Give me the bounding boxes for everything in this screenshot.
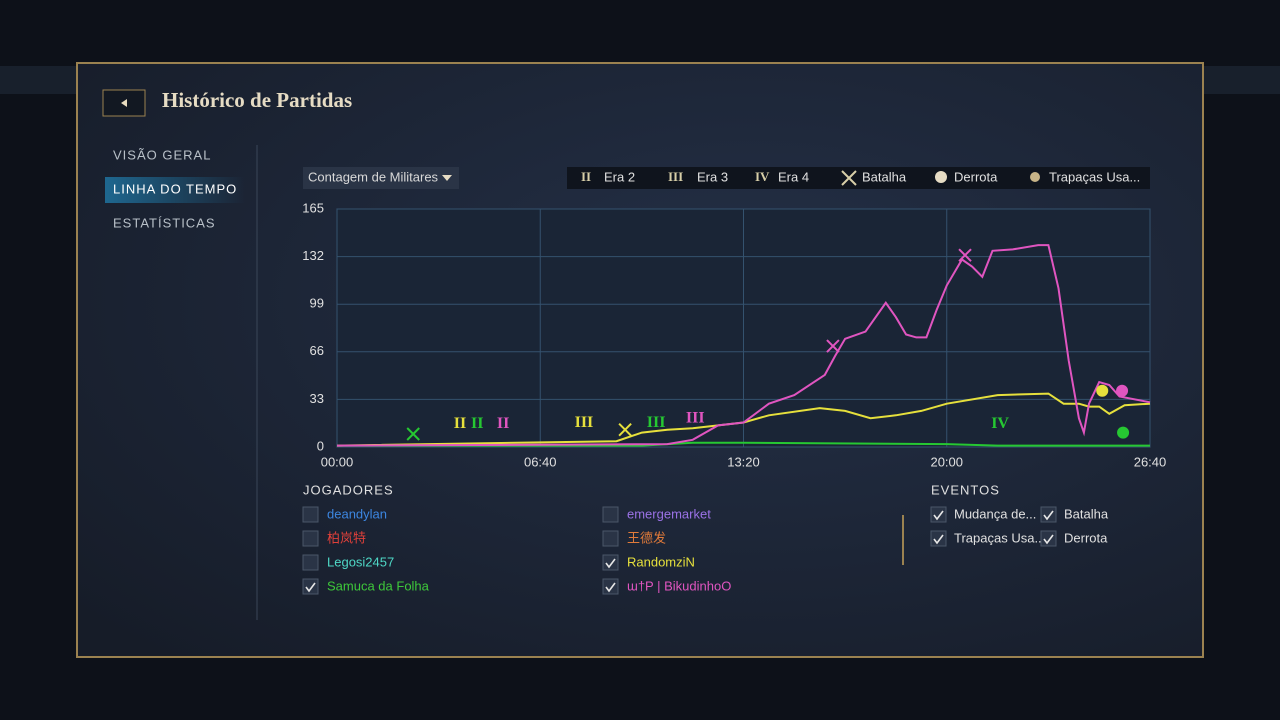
series-line	[337, 441, 1150, 447]
y-tick-label: 99	[310, 296, 324, 311]
dialog-title: Histórico de Partidas	[162, 88, 352, 112]
player-name: 柏岚特	[327, 530, 366, 545]
checkmark	[933, 510, 944, 521]
checkmark	[605, 558, 616, 569]
dropdown-label: Contagem de Militares	[308, 169, 439, 184]
player-name: RandomziN	[627, 554, 695, 569]
checkmark	[933, 534, 944, 545]
event-label: Derrota	[1064, 530, 1108, 545]
player-name: ɯ†P | BikudinhoO	[627, 578, 731, 593]
x-tick-label: 13:20	[727, 454, 760, 469]
battle-marker	[406, 427, 420, 441]
event-label: Batalha	[1064, 506, 1109, 521]
x-tick-label: 20:00	[930, 454, 963, 469]
legend-icon: II	[581, 169, 591, 184]
player-checkbox[interactable]	[302, 530, 319, 547]
y-tick-label: 165	[302, 200, 324, 215]
checkmark	[1043, 510, 1054, 521]
era-marker: IV	[991, 415, 1009, 432]
player-name: 王德发	[627, 530, 666, 545]
legend-bar	[567, 167, 1150, 189]
y-tick-label: 33	[310, 391, 324, 406]
era-marker: III	[686, 409, 705, 426]
event-checkbox[interactable]	[930, 506, 947, 523]
checkmark	[605, 582, 616, 593]
nav-item[interactable]: LINHA DO TEMPO	[113, 181, 237, 196]
player-checkbox[interactable]	[602, 506, 619, 523]
series-line	[336, 244, 1151, 447]
era-marker: III	[647, 414, 666, 431]
battle-marker	[826, 339, 840, 353]
player-checkbox[interactable]	[602, 554, 619, 571]
event-checkbox[interactable]	[1040, 506, 1057, 523]
player-checkbox[interactable]	[302, 554, 319, 571]
player-name: Legosi2457	[327, 554, 394, 569]
y-tick-label: 132	[302, 248, 324, 263]
era-marker: II	[454, 415, 466, 432]
player-checkbox[interactable]	[602, 578, 619, 595]
player-checkbox[interactable]	[302, 506, 319, 523]
legend-icon: III	[668, 169, 683, 184]
dropdown[interactable]	[303, 167, 459, 189]
legend-cheat-icon	[1030, 172, 1040, 182]
legend-label: Era 2	[604, 169, 635, 184]
legend-label: Derrota	[954, 169, 998, 184]
back-arrow	[121, 99, 127, 107]
nav-item[interactable]: ESTATÍSTICAS	[113, 215, 216, 230]
player-name: deandylan	[327, 506, 387, 521]
battle-marker	[958, 248, 972, 262]
event-label: Mudança de...	[954, 506, 1036, 521]
series-line	[336, 392, 1151, 447]
defeat-marker	[1116, 384, 1129, 397]
event-checkbox[interactable]	[930, 530, 947, 547]
legend-label: Era 4	[778, 169, 809, 184]
era-marker: II	[471, 415, 483, 432]
event-checkbox[interactable]	[1040, 530, 1057, 547]
checkmark	[1043, 534, 1054, 545]
player-checkbox[interactable]	[302, 578, 319, 595]
player-checkbox[interactable]	[602, 530, 619, 547]
legend-battle-icon	[841, 170, 857, 186]
player-name: Samuca da Folha	[327, 578, 430, 593]
nav-item[interactable]: VISÃO GERAL	[113, 147, 211, 162]
players-title: JOGADORES	[303, 482, 394, 497]
x-tick-label: 26:40	[1134, 454, 1167, 469]
player-name: emergemarket	[627, 506, 711, 521]
event-label: Trapaças Usa...	[954, 530, 1045, 545]
y-tick-label: 0	[317, 438, 324, 453]
legend-label: Batalha	[862, 169, 907, 184]
legend-label: Era 3	[697, 169, 728, 184]
x-tick-label: 00:00	[321, 454, 354, 469]
dropdown-arrow	[442, 175, 452, 181]
legend-icon: IV	[755, 169, 770, 184]
legend-label: Trapaças Usa...	[1049, 169, 1140, 184]
era-marker: III	[575, 414, 594, 431]
legend-skull-icon	[935, 171, 947, 183]
defeat-marker	[1096, 384, 1109, 397]
y-tick-label: 66	[310, 343, 324, 358]
era-marker: II	[497, 415, 509, 432]
checkmark	[305, 582, 316, 593]
x-tick-label: 06:40	[524, 454, 557, 469]
defeat-marker	[1117, 426, 1130, 439]
battle-marker	[618, 422, 632, 437]
nav-active-bg	[105, 177, 245, 203]
events-title: EVENTOS	[931, 482, 1000, 497]
